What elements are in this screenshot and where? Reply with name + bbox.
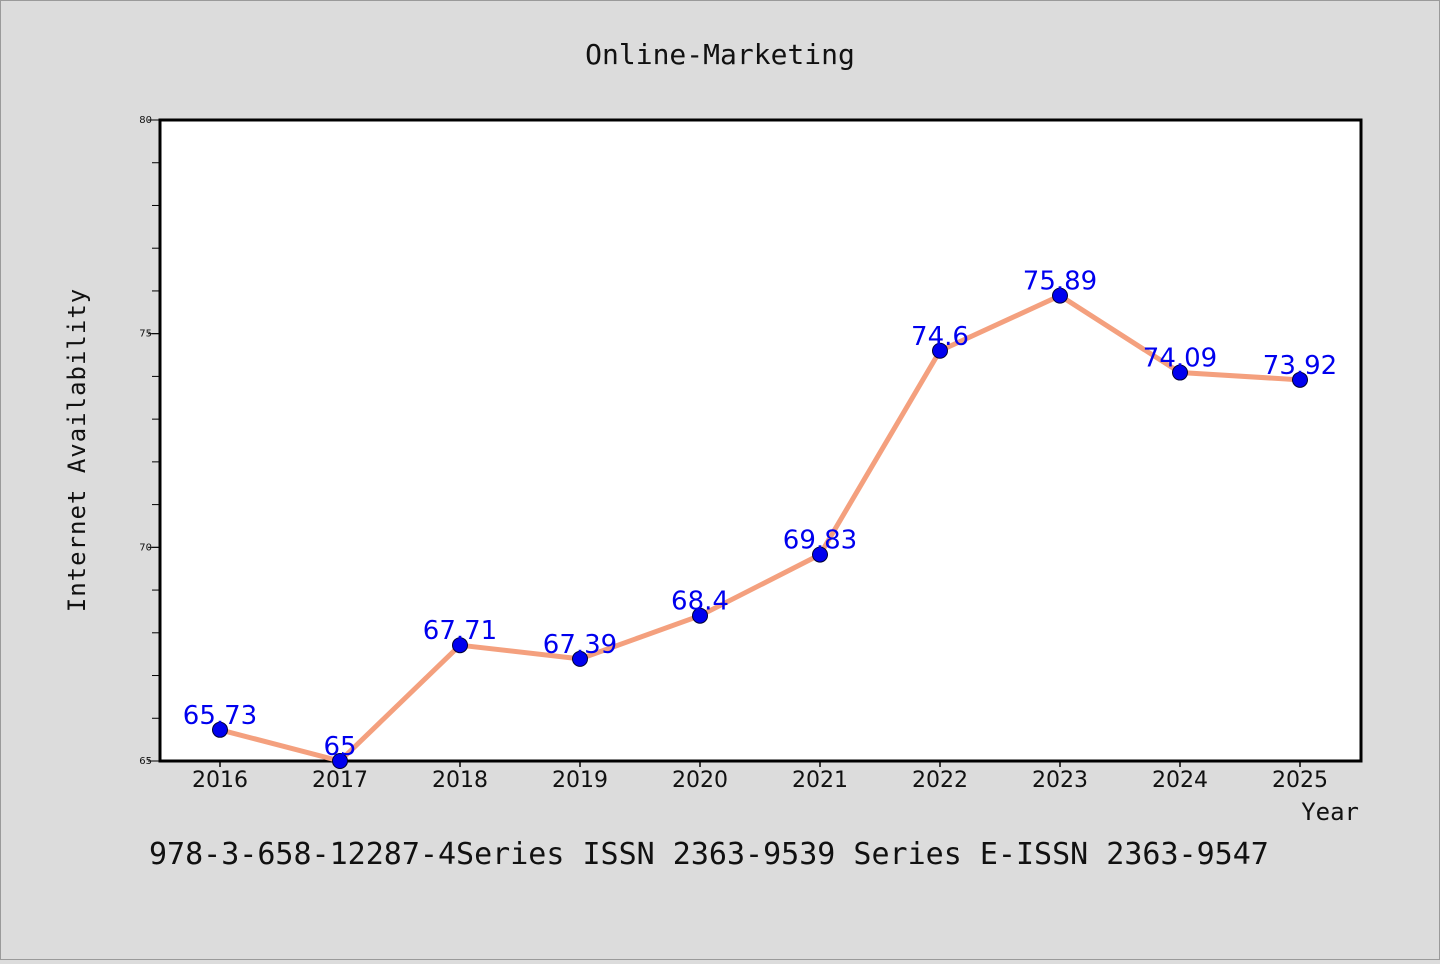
- x-tick-label: 2016: [192, 768, 248, 793]
- series-line: [217, 293, 1303, 764]
- y-tick-label: 70: [139, 542, 152, 553]
- x-tick-label: 2017: [312, 768, 368, 793]
- data-label: 73.92: [1263, 351, 1337, 381]
- chart-title: Online-Marketing: [585, 38, 855, 71]
- data-label: 68.4: [671, 587, 729, 617]
- plot-area: [158, 118, 1363, 763]
- data-point: [572, 650, 588, 667]
- x-tick-label: 2020: [672, 768, 728, 793]
- x-tick-label: 2024: [1152, 768, 1208, 793]
- data-label: 67.71: [423, 616, 497, 646]
- data-label: 65: [323, 732, 356, 762]
- data-label: 74.6: [911, 322, 969, 352]
- x-tick-label: 2022: [912, 768, 968, 793]
- x-tick-label: 2023: [1032, 768, 1088, 793]
- y-tick-label: 80: [139, 115, 152, 126]
- x-tick-label: 2025: [1272, 768, 1328, 793]
- data-point: [1172, 364, 1188, 381]
- data-label: 67.39: [543, 630, 617, 660]
- x-axis-label: Year: [1301, 798, 1359, 826]
- y-axis: 65 70 75 80: [139, 115, 160, 767]
- data-point: [212, 721, 228, 738]
- data-point: [812, 546, 828, 563]
- data-point: [332, 753, 348, 769]
- data-label: 65.73: [183, 701, 257, 731]
- x-tick-label: 2021: [792, 768, 848, 793]
- data-label: 74.09: [1143, 344, 1217, 374]
- y-tick-label: 75: [139, 329, 152, 340]
- series-line-group: 65.73 65 67.71 67.39 68.4 69.83 74.6 75.89 74.09…: [183, 267, 1337, 769]
- data-label: 69.83: [783, 526, 857, 556]
- y-tick-label: 65: [139, 756, 152, 767]
- data-label: 75.89: [1023, 267, 1097, 297]
- y-axis-label: Internet Availability: [63, 288, 91, 612]
- data-point: [932, 342, 948, 359]
- data-point: [692, 607, 708, 624]
- data-point: [1292, 371, 1308, 388]
- data-point: [1052, 287, 1068, 304]
- footer-text: 978-3-658-12287-4Series ISSN 2363-9539 S…: [149, 837, 1269, 872]
- x-tick-label: 2018: [432, 768, 488, 793]
- x-axis: 2016 2017 2018 2019 2020 2021 2022 2023 2024 2025: [192, 761, 1328, 793]
- data-point: [452, 637, 468, 654]
- x-tick-label: 2019: [552, 768, 608, 793]
